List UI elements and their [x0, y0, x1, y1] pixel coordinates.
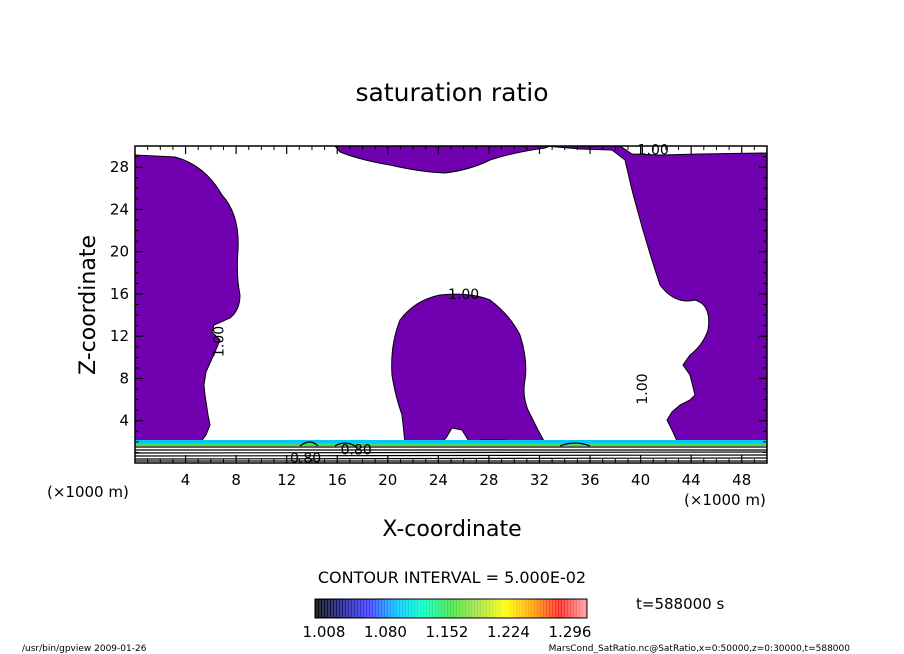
x-tick-label: 12 [277, 471, 296, 489]
contour-label: 0.80 [341, 443, 372, 459]
contour-label: 1.00 [211, 326, 227, 357]
y-tick-label: 8 [119, 369, 129, 387]
colorbar-label: 1.080 [364, 623, 407, 641]
y-tick-label: 20 [110, 243, 129, 261]
x-tick-label: 28 [479, 471, 498, 489]
contour-label: 1.00 [448, 287, 479, 303]
footer-right: MarsCond_SatRatio.nc@SatRatio,x=0:50000,… [549, 644, 851, 654]
supersaturated-region-center [391, 293, 546, 446]
time-label: t=588000 s [636, 595, 724, 613]
x-tick-label: 36 [580, 471, 599, 489]
x-tick-label: 24 [429, 471, 448, 489]
x-axis-unit-right: (×1000 m) [684, 491, 766, 509]
colorbar-label: 1.224 [487, 623, 530, 641]
x-tick-label: 8 [231, 471, 241, 489]
contour-label: 0.80 [290, 451, 321, 467]
x-axis-label: X-coordinate [382, 517, 521, 542]
y-tick-label: 12 [110, 327, 129, 345]
contour-labels: 1.00 1.00 1.00 1.00 0.80 0.80 [211, 142, 668, 467]
contour-label: 1.00 [635, 373, 651, 404]
boundary-layer [135, 440, 767, 463]
y-axis: 4 8 12 16 20 24 28 [110, 156, 767, 453]
supersaturated-region-left [135, 154, 241, 449]
x-tick-label: 32 [530, 471, 549, 489]
colorbar-label: 1.152 [426, 623, 469, 641]
x-tick-label: 4 [181, 471, 191, 489]
y-tick-label: 4 [119, 412, 129, 430]
colorbar-labels: 1.008 1.080 1.152 1.224 1.296 [303, 623, 592, 641]
contour-label: 1.00 [638, 142, 669, 158]
plot-area [135, 146, 767, 449]
colorbar-label: 1.296 [549, 623, 592, 641]
x-tick-label: 40 [631, 471, 650, 489]
chart-title: saturation ratio [355, 78, 548, 107]
y-tick-label: 16 [110, 285, 129, 303]
x-axis: 4 8 12 16 20 24 28 32 36 40 44 48 [147, 146, 755, 489]
contour-interval: CONTOUR INTERVAL = 5.000E-02 [318, 568, 586, 587]
x-tick-label: 16 [328, 471, 347, 489]
x-tick-label: 20 [378, 471, 397, 489]
x-tick-label: 44 [682, 471, 701, 489]
x-axis-unit-left: (×1000 m) [47, 483, 129, 501]
y-tick-label: 24 [110, 200, 129, 218]
footer-left: /usr/bin/gpview 2009-01-26 [22, 644, 147, 654]
colorbar-label: 1.008 [303, 623, 346, 641]
supersaturated-region-right [544, 146, 767, 444]
y-tick-label: 28 [110, 158, 129, 176]
supersaturated-region-top [334, 146, 551, 174]
colorbar [314, 598, 588, 619]
x-tick-label: 48 [732, 471, 751, 489]
y-axis-label: Z-coordinate [76, 235, 101, 375]
